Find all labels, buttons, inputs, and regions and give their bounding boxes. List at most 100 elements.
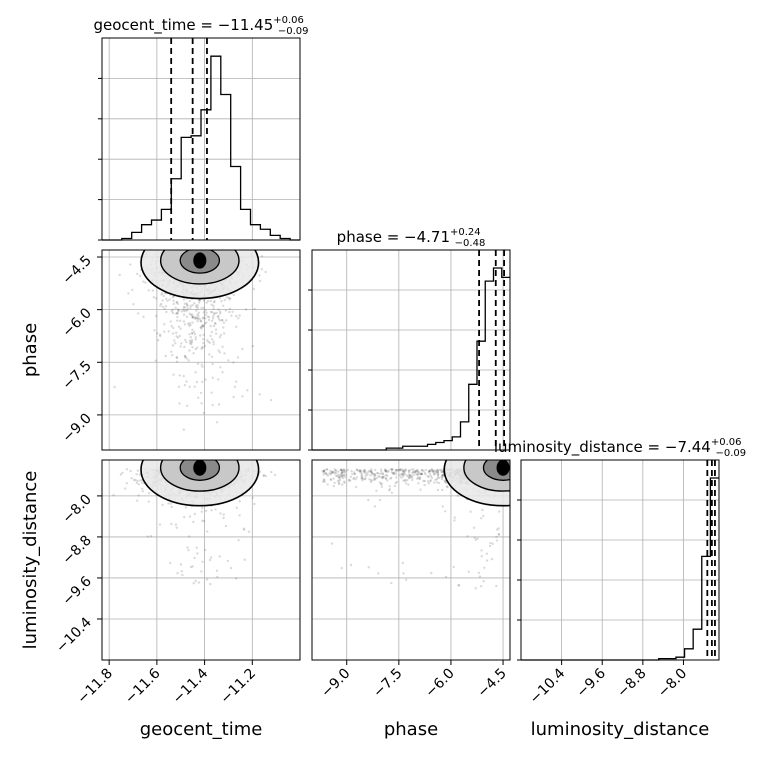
scatter-geocent-phase-point bbox=[214, 328, 218, 331]
scatter-phase-luminosity-point bbox=[338, 476, 341, 479]
scatter-phase-luminosity-point bbox=[342, 474, 345, 477]
scatter-phase-luminosity-point bbox=[374, 468, 377, 472]
scatter-geocent-phase-point bbox=[212, 307, 215, 310]
scatter-geocent-luminosity-point bbox=[210, 509, 213, 512]
scatter-phase-luminosity-point bbox=[435, 471, 438, 474]
scatter-phase-luminosity-point bbox=[407, 477, 411, 480]
scatter-geocent-phase-point bbox=[137, 312, 140, 315]
scatter-geocent-phase-point bbox=[196, 320, 199, 323]
scatter-phase-luminosity-point bbox=[371, 479, 374, 482]
scatter-phase-luminosity-point bbox=[430, 476, 434, 480]
scatter-geocent-phase-point bbox=[132, 303, 135, 306]
scatter-phase-luminosity-point bbox=[418, 477, 421, 481]
xtick-label-phase-1: −7.5 bbox=[370, 666, 405, 701]
scatter-phase-luminosity-point bbox=[340, 474, 343, 477]
scatter-phase-luminosity-point bbox=[427, 475, 430, 479]
scatter-phase-luminosity-point bbox=[385, 470, 388, 473]
scatter-geocent-phase-point bbox=[180, 342, 183, 345]
scatter-geocent-phase-point bbox=[196, 313, 199, 316]
scatter-phase-luminosity-points bbox=[321, 460, 510, 590]
scatter-geocent-phase-point bbox=[214, 322, 217, 326]
scatter-phase-luminosity-point bbox=[412, 468, 415, 471]
scatter-phase-luminosity-point bbox=[395, 480, 398, 484]
scatter-geocent-phase-point bbox=[212, 314, 215, 318]
scatter-phase-luminosity-point bbox=[480, 517, 483, 520]
scatter-geocent-phase-point bbox=[189, 323, 192, 327]
scatter-phase-luminosity-point bbox=[438, 476, 441, 480]
scatter-phase-luminosity-point bbox=[440, 474, 444, 477]
scatter-geocent-luminosity-point bbox=[237, 539, 240, 542]
scatter-phase-luminosity-point bbox=[416, 471, 420, 474]
scatter-phase-luminosity-point bbox=[453, 516, 456, 519]
scatter-geocent-phase-point bbox=[152, 296, 155, 299]
scatter-geocent-phase-point bbox=[188, 333, 191, 336]
scatter-geocent-phase-point bbox=[194, 371, 197, 374]
scatter-phase-luminosity-point bbox=[332, 477, 335, 480]
scatter-geocent-phase-point bbox=[209, 310, 213, 314]
scatter-geocent-phase-point bbox=[194, 317, 197, 320]
scatter-geocent-phase-point bbox=[215, 421, 219, 424]
scatter-geocent-phase-point bbox=[222, 304, 225, 307]
scatter-geocent-phase-point bbox=[236, 356, 240, 359]
scatter-phase-luminosity-point bbox=[480, 555, 483, 558]
scatter-geocent-luminosity-point bbox=[214, 508, 217, 511]
scatter-phase-luminosity-point bbox=[379, 472, 382, 475]
scatter-geocent-phase-point bbox=[154, 359, 157, 362]
scatter-geocent-phase-point bbox=[225, 296, 229, 299]
scatter-geocent-phase-point bbox=[190, 332, 194, 335]
scatter-geocent-phase-point bbox=[172, 326, 175, 330]
scatter-phase-luminosity-point bbox=[324, 472, 327, 475]
scatter-geocent-phase-point bbox=[251, 345, 255, 348]
scatter-geocent-phase-point bbox=[201, 365, 204, 368]
scatter-phase-luminosity-point bbox=[340, 471, 344, 475]
scatter-geocent-luminosity-point bbox=[197, 581, 201, 584]
scatter-phase-luminosity-point bbox=[405, 474, 408, 477]
scatter-phase-luminosity-point bbox=[338, 475, 341, 478]
scatter-phase-luminosity-point bbox=[377, 472, 380, 475]
scatter-phase-luminosity-point bbox=[429, 479, 432, 482]
scatter-phase-luminosity-point bbox=[418, 476, 422, 479]
scatter-phase-luminosity-point bbox=[323, 468, 326, 472]
scatter-geocent-phase-point bbox=[179, 319, 182, 322]
scatter-phase-luminosity-point bbox=[443, 479, 446, 482]
scatter-geocent-phase-point bbox=[183, 302, 186, 305]
scatter-phase-luminosity-point bbox=[338, 478, 342, 481]
scatter-geocent-phase-point bbox=[159, 334, 162, 338]
scatter-geocent-phase-point bbox=[198, 301, 201, 304]
scatter-phase-luminosity-point bbox=[466, 535, 469, 538]
scatter-geocent-phase-point bbox=[210, 391, 213, 394]
scatter-geocent-phase-point bbox=[202, 324, 205, 328]
scatter-phase-luminosity-point bbox=[340, 470, 344, 473]
scatter-phase-luminosity-point bbox=[321, 470, 324, 473]
hist-luminosity_distance-frame bbox=[520, 459, 720, 661]
scatter-phase-luminosity-point bbox=[433, 481, 436, 484]
scatter-phase-luminosity-point bbox=[340, 566, 343, 570]
scatter-phase-luminosity-point bbox=[366, 473, 369, 476]
scatter-geocent-luminosity-point bbox=[196, 552, 199, 555]
scatter-geocent-luminosity-point bbox=[242, 527, 245, 530]
title-luminosity_distance-minus: −0.09 bbox=[716, 448, 747, 459]
scatter-geocent-phase-point bbox=[192, 330, 196, 334]
scatter-geocent-phase-point bbox=[163, 323, 166, 326]
scatter-geocent-phase-point bbox=[201, 346, 204, 349]
scatter-phase-luminosity-point bbox=[437, 473, 440, 477]
scatter-phase-luminosity-point bbox=[330, 471, 333, 474]
scatter-geocent-phase-point bbox=[235, 325, 238, 328]
scatter-geocent-phase-point bbox=[188, 385, 191, 388]
scatter-phase-luminosity-point bbox=[428, 469, 432, 472]
scatter-phase-luminosity-point bbox=[400, 473, 404, 476]
scatter-phase-luminosity-point bbox=[330, 472, 333, 475]
scatter-geocent-phase-point bbox=[189, 306, 192, 310]
scatter-geocent-phase-point bbox=[160, 292, 164, 295]
scatter-geocent-phase-point bbox=[211, 311, 214, 314]
scatter-phase-luminosity-point bbox=[428, 473, 432, 476]
scatter-geocent-phase-point bbox=[136, 272, 139, 276]
scatter-geocent-phase-point bbox=[204, 309, 207, 312]
scatter-geocent-phase-point bbox=[190, 338, 194, 342]
scatter-phase-luminosity-point bbox=[343, 471, 347, 474]
scatter-phase-luminosity-point bbox=[420, 472, 423, 476]
scatter-geocent-luminosity-point bbox=[262, 474, 266, 477]
scatter-phase-luminosity-point bbox=[440, 468, 443, 472]
scatter-geocent-phase-point bbox=[187, 359, 190, 362]
scatter-geocent-phase-point bbox=[228, 310, 231, 314]
